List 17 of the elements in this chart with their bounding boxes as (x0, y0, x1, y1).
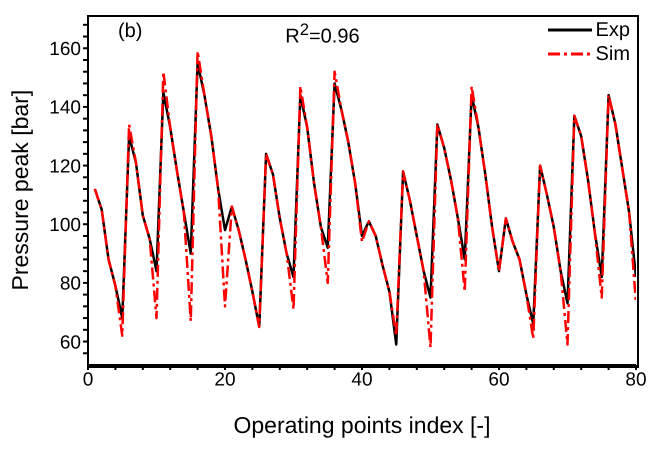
y-axis-title: Pressure peak [bar] (7, 90, 34, 290)
x-axis-title: Operating points index [-] (234, 412, 490, 438)
x-tick-label: 60 (488, 369, 510, 390)
y-tick-label: 140 (49, 98, 81, 119)
legend-label: Exp (596, 18, 630, 42)
y-tick-label: 80 (60, 274, 81, 295)
annotation: (b) (118, 20, 142, 43)
x-tick-label: 0 (82, 369, 94, 390)
x-tick-label: 80 (625, 369, 647, 390)
legend-label: Sim (596, 42, 630, 66)
x-tick-label: 40 (351, 369, 373, 390)
x-tick-label: 20 (214, 369, 236, 390)
y-tick-label: 100 (49, 214, 81, 236)
annotation: R$^{2}$=0.96 (285, 20, 360, 49)
y-tick-label: 60 (60, 332, 81, 354)
y-tick-label: 160 (49, 39, 81, 60)
y-tick-label: 120 (49, 156, 81, 178)
